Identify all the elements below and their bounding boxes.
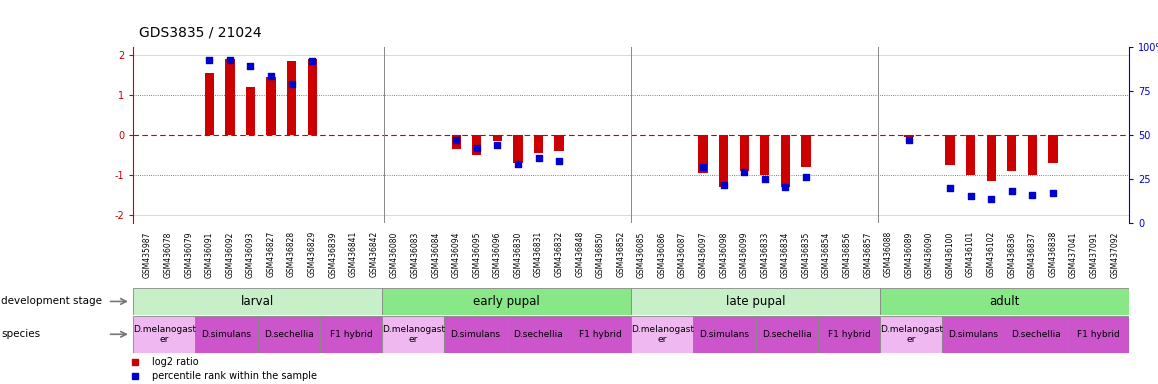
Text: D.melanogast
er: D.melanogast er — [382, 324, 445, 344]
Point — [508, 161, 527, 167]
Text: F1 hybrid: F1 hybrid — [1077, 330, 1120, 339]
Text: D.simulans: D.simulans — [201, 330, 251, 339]
Text: percentile rank within the sample: percentile rank within the sample — [152, 371, 316, 381]
Point — [735, 169, 754, 175]
Point — [900, 137, 918, 143]
Bar — [945, 135, 954, 165]
Bar — [493, 135, 503, 141]
Point — [1003, 188, 1021, 194]
Point — [283, 81, 301, 87]
Text: F1 hybrid: F1 hybrid — [579, 330, 622, 339]
Bar — [513, 135, 522, 163]
Point — [714, 182, 733, 188]
Bar — [880, 288, 1129, 315]
Text: D.sechellia: D.sechellia — [1011, 330, 1061, 339]
Bar — [631, 288, 880, 315]
Point — [1023, 192, 1041, 198]
Bar — [445, 316, 506, 353]
Text: late pupal: late pupal — [726, 295, 785, 308]
Point — [529, 155, 548, 161]
Bar — [506, 316, 569, 353]
Text: D.melanogast
er: D.melanogast er — [880, 324, 943, 344]
Bar — [320, 316, 382, 353]
Point — [221, 56, 240, 63]
Bar — [196, 316, 257, 353]
Bar — [1007, 135, 1017, 171]
Text: D.simulans: D.simulans — [699, 330, 749, 339]
Bar — [266, 77, 276, 135]
Bar — [382, 316, 445, 353]
Bar — [943, 316, 1004, 353]
Text: D.melanogast
er: D.melanogast er — [133, 324, 196, 344]
Point — [982, 196, 1001, 202]
Text: GDS3835 / 21024: GDS3835 / 21024 — [139, 25, 262, 39]
Bar — [382, 288, 631, 315]
Bar — [133, 288, 382, 315]
Bar — [904, 135, 914, 137]
Bar — [257, 316, 320, 353]
Text: F1 hybrid: F1 hybrid — [330, 330, 373, 339]
Bar — [880, 316, 943, 353]
Bar — [1027, 135, 1036, 175]
Bar — [205, 73, 214, 135]
Bar — [966, 135, 975, 175]
Point — [447, 137, 466, 143]
Point — [961, 193, 980, 199]
Point — [241, 63, 259, 69]
Point — [550, 158, 569, 164]
Text: larval: larval — [241, 295, 274, 308]
Bar — [226, 59, 235, 135]
Bar — [1004, 316, 1067, 353]
Bar — [1048, 135, 1057, 163]
Point — [797, 174, 815, 180]
Text: F1 hybrid: F1 hybrid — [828, 330, 871, 339]
Text: adult: adult — [989, 295, 1020, 308]
Text: D.simulans: D.simulans — [450, 330, 500, 339]
Bar — [472, 135, 482, 155]
Point — [303, 58, 322, 65]
Text: species: species — [1, 329, 41, 339]
Point — [262, 73, 280, 79]
Bar — [287, 61, 296, 135]
Bar — [698, 135, 708, 173]
Point — [1043, 190, 1062, 196]
Bar — [760, 135, 769, 175]
Bar — [987, 135, 996, 181]
Bar — [308, 59, 317, 135]
Bar — [780, 135, 790, 187]
Bar — [818, 316, 880, 353]
Point — [940, 185, 959, 191]
Text: D.sechellia: D.sechellia — [264, 330, 314, 339]
Bar — [719, 135, 728, 187]
Text: development stage: development stage — [1, 296, 102, 306]
Bar — [245, 87, 255, 135]
Bar — [694, 316, 755, 353]
Bar — [452, 135, 461, 149]
Bar — [133, 316, 196, 353]
Bar — [534, 135, 543, 153]
Bar — [569, 316, 631, 353]
Bar — [755, 316, 818, 353]
Point — [200, 56, 219, 63]
Text: log2 ratio: log2 ratio — [152, 357, 198, 367]
Text: D.simulans: D.simulans — [948, 330, 998, 339]
Text: early pupal: early pupal — [474, 295, 540, 308]
Point — [694, 164, 712, 170]
Point — [776, 184, 794, 190]
Point — [489, 142, 507, 148]
Text: D.melanogast
er: D.melanogast er — [631, 324, 694, 344]
Bar — [555, 135, 564, 151]
Text: D.sechellia: D.sechellia — [513, 330, 563, 339]
Point — [755, 175, 774, 182]
Point — [468, 145, 486, 151]
Bar — [740, 135, 749, 171]
Bar — [801, 135, 811, 167]
Bar — [1067, 316, 1129, 353]
Text: D.sechellia: D.sechellia — [762, 330, 812, 339]
Bar — [631, 316, 694, 353]
